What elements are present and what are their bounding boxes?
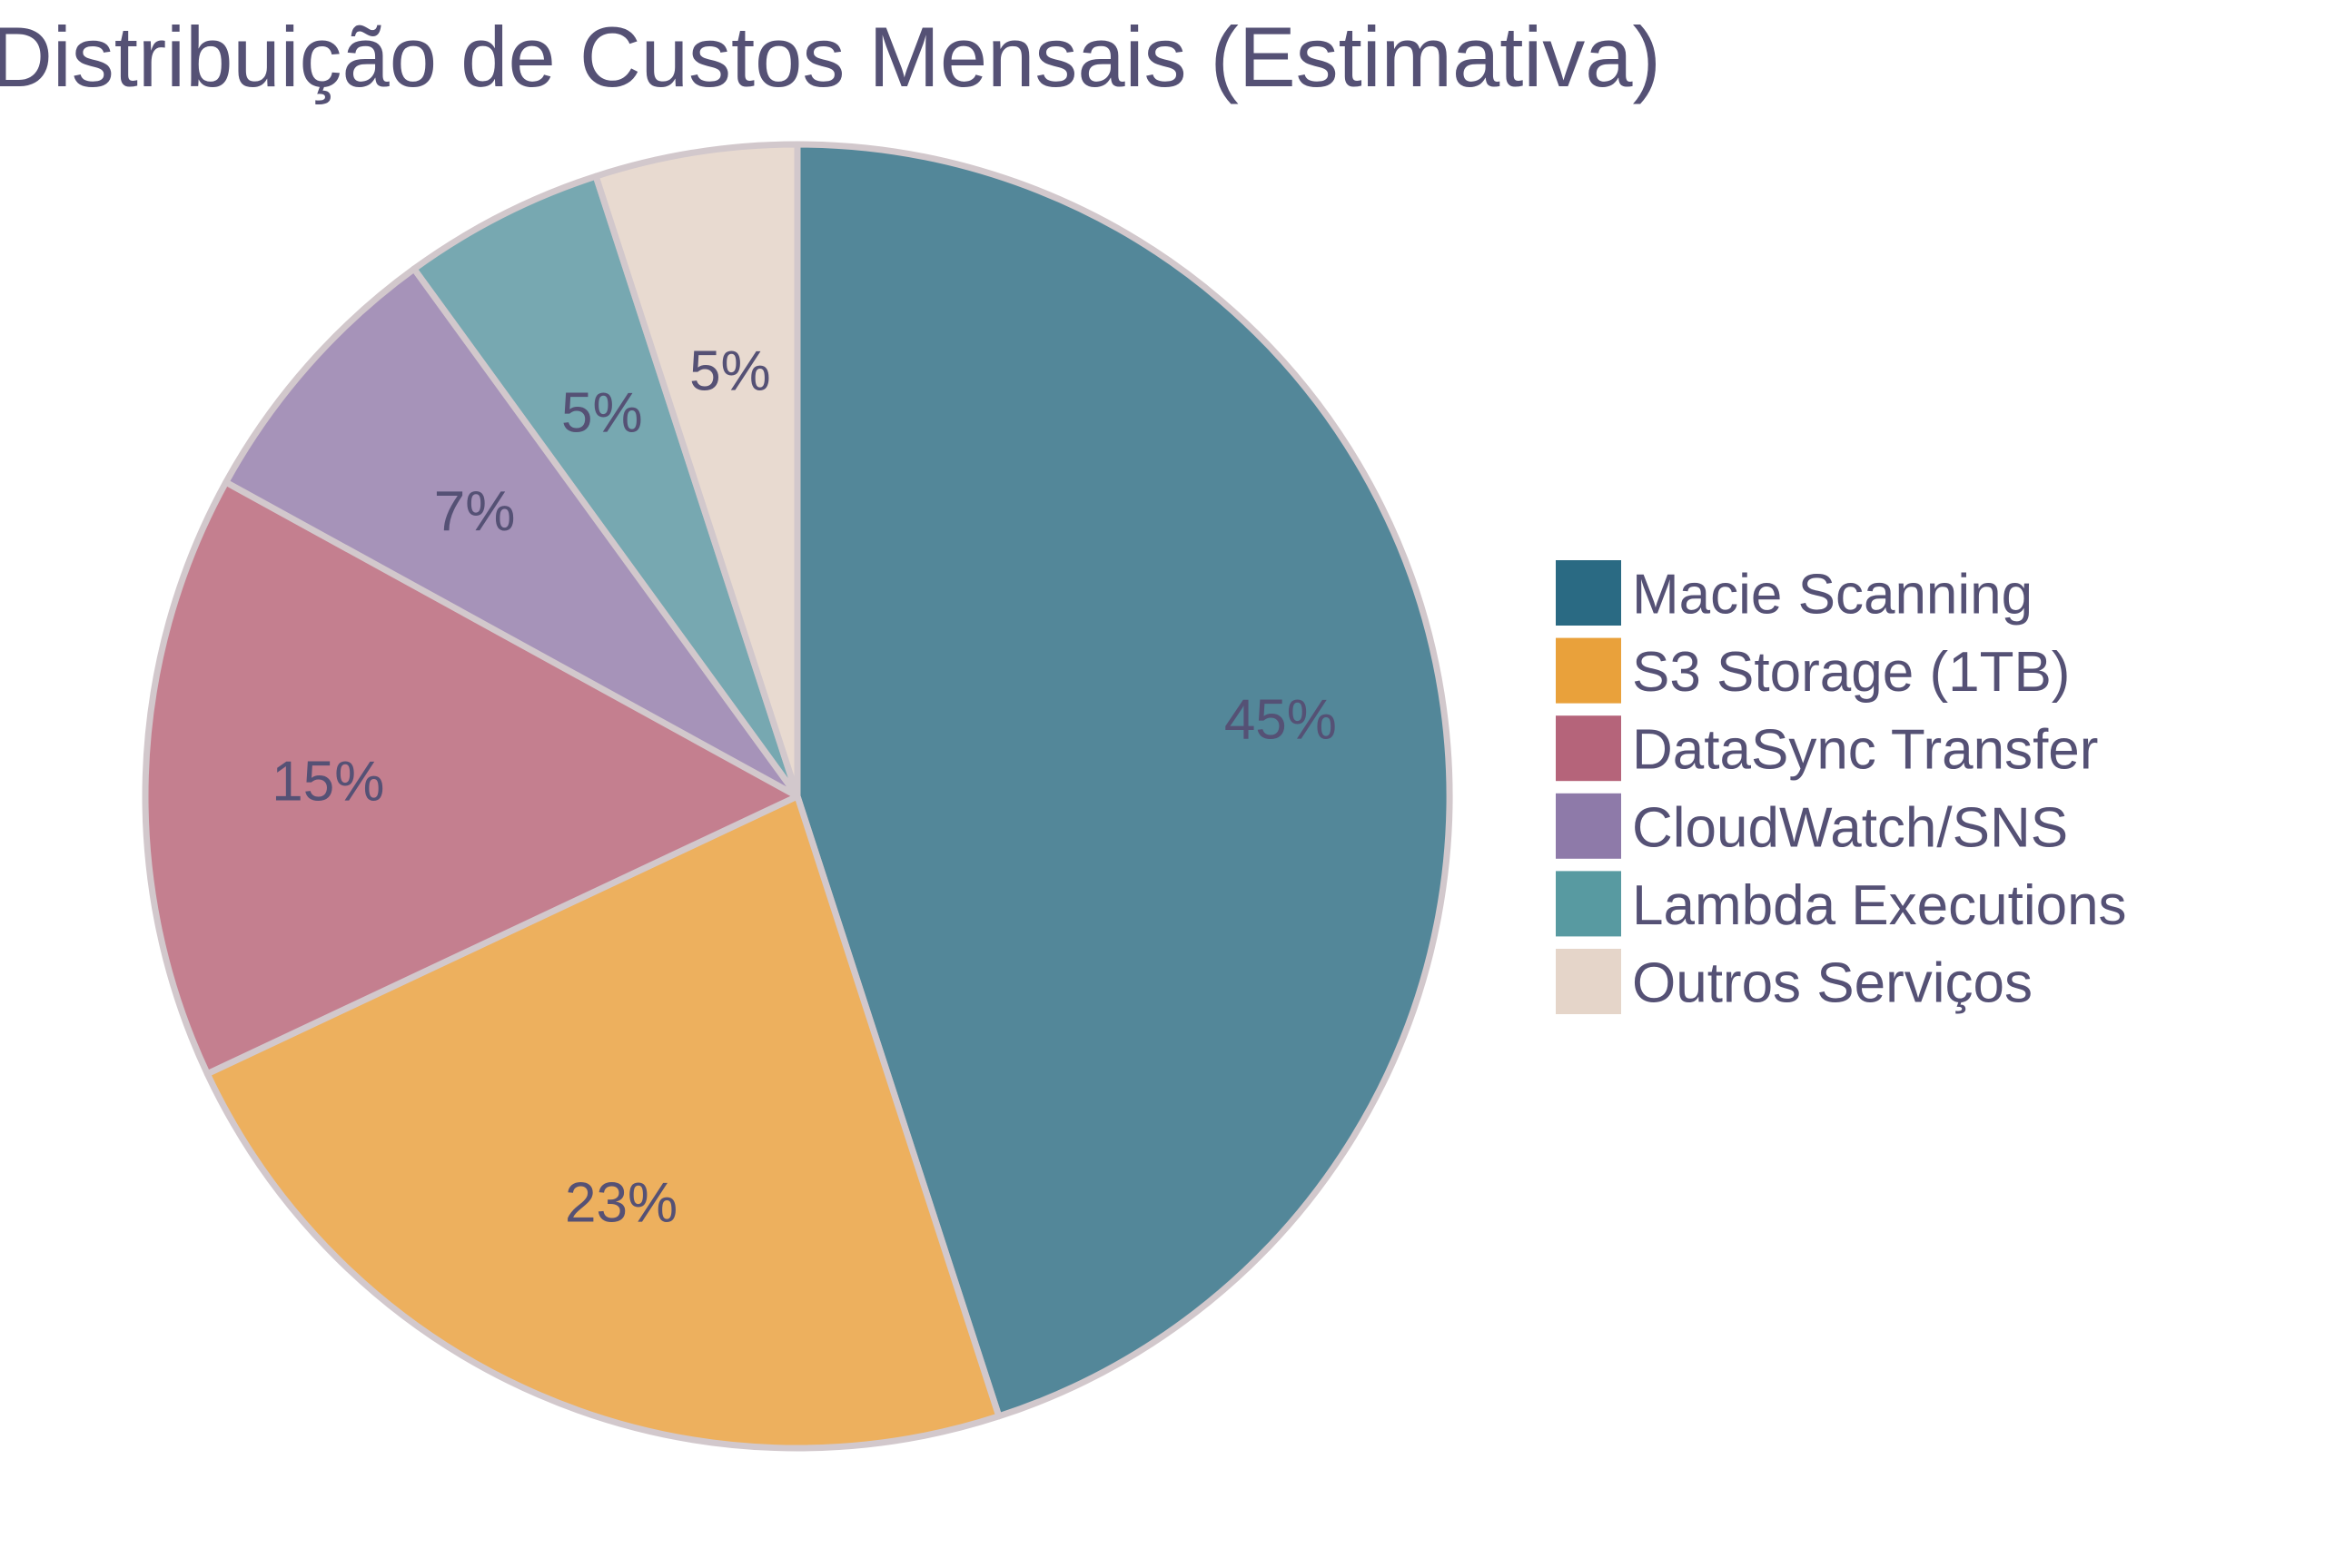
pie-slice-labels: 45% 23% 15% 7% 5% 5%	[272, 340, 1337, 1234]
legend-swatch-outros-servi-os	[1556, 949, 1621, 1014]
legend-item-outros-servi-os[interactable]: Outros Serviços	[1556, 949, 2033, 1015]
pie-slice-outros-servi-os[interactable]	[592, 141, 801, 800]
legend-swatch-lambda-executions	[1556, 871, 1621, 937]
legend-item-cloudwatch-sns[interactable]: CloudWatch/SNS	[1556, 793, 2068, 860]
legend-label-cloudwatch-sns: CloudWatch/SNS	[1632, 796, 2068, 859]
pie-slice-s3-storage-1tb[interactable]	[203, 793, 1003, 1452]
legend-swatch-cloudwatch-sns	[1556, 793, 1621, 859]
legend-label-macie-scanning: Macie Scanning	[1632, 564, 2033, 626]
pie-slice-datasync-transfer[interactable]	[142, 478, 801, 1078]
slice-value-label-outros-servi-os: 5%	[689, 340, 771, 402]
legend-swatch-datasync-transfer	[1556, 715, 1621, 782]
pie-slice-macie-scanning[interactable]	[794, 141, 1453, 1420]
legend-item-s3-storage-1tb[interactable]: S3 Storage (1TB)	[1556, 637, 2070, 705]
legend-label-lambda-executions: Lambda Executions	[1632, 874, 2127, 937]
legend-label-outros-servi-os: Outros Serviços	[1632, 952, 2033, 1015]
pie-slice-cloudwatch-sns[interactable]	[223, 265, 801, 800]
chart-title: Distribuição de Custos Mensais (Estimati…	[0, 9, 1661, 104]
pie-slice-lambda-executions[interactable]	[411, 173, 801, 800]
pie-slices	[142, 141, 1453, 1452]
slice-value-label-macie-scanning: 45%	[1224, 688, 1337, 751]
legend-item-datasync-transfer[interactable]: DataSync Transfer	[1556, 715, 2098, 782]
legend-item-lambda-executions[interactable]: Lambda Executions	[1556, 871, 2127, 937]
slice-value-label-lambda-executions: 5%	[561, 381, 643, 444]
legend-swatch-macie-scanning	[1556, 560, 1621, 626]
legend-swatch-s3-storage-1tb	[1556, 637, 1621, 704]
legend: Macie Scanning S3 Storage (1TB) DataSync T…	[1556, 560, 2127, 1015]
legend-item-macie-scanning[interactable]: Macie Scanning	[1556, 560, 2033, 626]
legend-label-datasync-transfer: DataSync Transfer	[1632, 719, 2098, 782]
slice-value-label-datasync-transfer: 15%	[272, 750, 384, 813]
slice-value-label-cloudwatch-sns: 7%	[434, 480, 516, 543]
legend-label-s3-storage-1tb: S3 Storage (1TB)	[1632, 641, 2070, 704]
slice-value-label-s3-storage-1tb: 23%	[565, 1172, 678, 1235]
